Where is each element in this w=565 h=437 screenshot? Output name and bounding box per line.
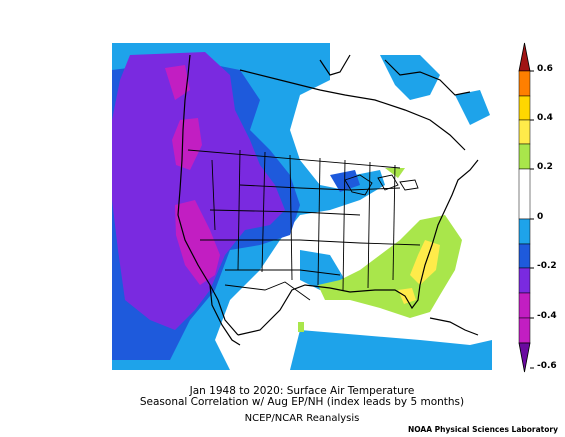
- region-magenta-north: [172, 118, 202, 170]
- figure-title: Jan 1948 to 2020: Surface Air Temperatur…: [189, 385, 415, 397]
- colorbar-band: [518, 267, 531, 294]
- colorbar-top-triangle: [518, 42, 531, 72]
- colorbar-band: [518, 292, 531, 319]
- region-lime-dot: [298, 322, 304, 332]
- region-light-blue-ne: [380, 55, 440, 100]
- colorbar-tick-label: 0: [537, 212, 544, 222]
- region-light-blue-gulf: [300, 250, 345, 290]
- colorbar-tick-label: 0.2: [537, 162, 553, 172]
- data-source: NCEP/NCAR Reanalysis: [244, 413, 360, 424]
- colorbar-band: [518, 168, 531, 220]
- political-borders: [187, 149, 421, 301]
- colorbar-bottom-triangle: [518, 342, 531, 373]
- region-yellow-fl: [398, 288, 416, 304]
- colorbar-band: [518, 95, 531, 121]
- credit-label: NOAA Physical Sciences Laboratory: [407, 425, 558, 434]
- colorbar-tick-label: 0.6: [537, 64, 553, 74]
- region-light-blue-south: [290, 330, 492, 370]
- colorbar-tick-label: -0.4: [537, 311, 557, 321]
- colorbar-tick-label: -0.6: [537, 361, 557, 371]
- region-yellow: [410, 240, 440, 285]
- colorbar-band: [518, 70, 531, 97]
- region-magenta-south: [175, 200, 220, 285]
- colorbar-band: [518, 243, 531, 269]
- region-violet: [112, 52, 285, 330]
- colorbar-band: [518, 143, 531, 170]
- colorbar-tick-label: -0.2: [537, 261, 557, 271]
- colorbar-band: [518, 119, 531, 145]
- colorbar-band: [518, 317, 531, 344]
- colorbar-band: [518, 218, 531, 245]
- region-magenta-nw: [165, 65, 190, 100]
- colorbar-tick-label: 0.4: [537, 113, 553, 123]
- colorbar: [518, 42, 534, 373]
- coastline-outline: [177, 54, 479, 346]
- figure-subtitle: Seasonal Correlation w/ Aug EP/NH (index…: [139, 396, 465, 408]
- region-light-blue-atl: [455, 90, 490, 125]
